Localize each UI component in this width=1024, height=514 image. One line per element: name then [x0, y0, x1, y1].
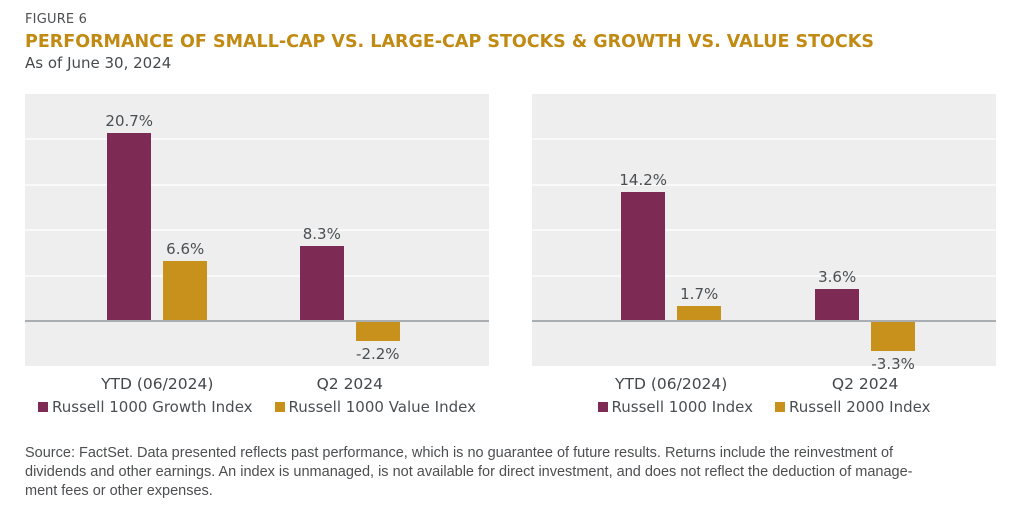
plot-area-large-vs-small: 14.2% 1.7% 3.6% -3.3%: [532, 94, 996, 373]
source-note-line: Source: FactSet. Data presented reflects…: [25, 445, 894, 461]
bar-russell-1000-value-index: [355, 321, 400, 342]
legend-large-vs-small: Russell 1000 Index Russell 2000 Index: [532, 396, 996, 418]
charts-row: 20.7% 6.6% 8.3% -2.2% YTD (06/2024) Q2 2024 …: [25, 94, 999, 418]
legend-item: Russell 1000 Growth Index: [38, 398, 253, 416]
gridline: [532, 274, 996, 277]
category-label: Q2 2024: [316, 375, 384, 393]
legend-growth-vs-value: Russell 1000 Growth Index Russell 1000 Va…: [25, 396, 489, 418]
gridline: [25, 138, 489, 141]
gridline: [532, 138, 996, 141]
legend-label: Russell 1000 Growth Index: [52, 398, 253, 416]
bar-value-label: 3.6%: [818, 267, 857, 286]
bar-value-label: -3.3%: [871, 355, 915, 374]
legend-item: Russell 1000 Value Index: [274, 398, 476, 416]
category-label: Q2 2024: [831, 375, 899, 393]
bar-value-label: 14.2%: [619, 171, 668, 190]
legend-swatch: [274, 402, 285, 412]
bar-russell-2000-index: [871, 321, 916, 352]
bar-value-label: 6.6%: [166, 240, 205, 259]
bar-value-label: 1.7%: [680, 284, 719, 303]
category-axis-growth-vs-value: YTD (06/2024) Q2 2024: [25, 366, 489, 396]
legend-label: Russell 1000 Index: [611, 398, 753, 416]
category-axis-large-vs-small: YTD (06/2024) Q2 2024: [532, 366, 996, 396]
category-label: YTD (06/2024): [101, 375, 214, 393]
bar-value-label: -2.2%: [356, 345, 400, 364]
bar-russell-1000-index: [815, 288, 860, 322]
source-note: Source: FactSet. Data presented reflects…: [25, 444, 999, 501]
figure-header: FIGURE 6 PERFORMANCE OF SMALL-CAP VS. LA…: [25, 12, 999, 73]
legend-swatch: [597, 402, 608, 412]
bar-russell-2000-index: [677, 305, 722, 322]
legend-swatch: [38, 402, 49, 412]
bar-russell-1000-growth-index: [107, 133, 152, 322]
figure-label: FIGURE 6: [25, 12, 88, 27]
figure-subtitle: As of June 30, 2024: [25, 54, 172, 72]
legend-item: Russell 1000 Index: [597, 398, 753, 416]
bar-russell-1000-index: [621, 192, 666, 322]
legend-swatch: [775, 402, 785, 412]
gridline: [532, 229, 996, 232]
x-axis-line: [25, 320, 489, 323]
legend-label: Russell 2000 Index: [789, 398, 931, 416]
gridline: [25, 183, 489, 186]
plot-area-growth-vs-value: 20.7% 6.6% 8.3% -2.2%: [25, 94, 489, 366]
chart-growth-vs-value: 20.7% 6.6% 8.3% -2.2% YTD (06/2024) Q2 2024 …: [25, 94, 489, 418]
chart-large-vs-small: 14.2% 1.7% 3.6% -3.3% YTD (06/2024) Q2 2024 …: [532, 94, 996, 418]
source-note-line: dividends and other earnings. An index i…: [25, 464, 913, 480]
source-note-line: ment fees or other expenses.: [25, 483, 213, 499]
gridline: [532, 183, 996, 186]
bar-value-label: 8.3%: [302, 224, 341, 243]
bar-value-label: 20.7%: [105, 112, 154, 131]
legend-label: Russell 1000 Value Index: [288, 398, 476, 416]
x-axis-line: [532, 320, 996, 323]
category-label: YTD (06/2024): [615, 375, 728, 393]
bar-russell-1000-value-index: [163, 261, 208, 322]
figure-title: PERFORMANCE OF SMALL-CAP VS. LARGE-CAP S…: [25, 32, 874, 52]
gridline: [25, 229, 489, 232]
gridline: [25, 274, 489, 277]
legend-item: Russell 2000 Index: [775, 398, 930, 416]
bar-russell-1000-growth-index: [299, 245, 344, 322]
